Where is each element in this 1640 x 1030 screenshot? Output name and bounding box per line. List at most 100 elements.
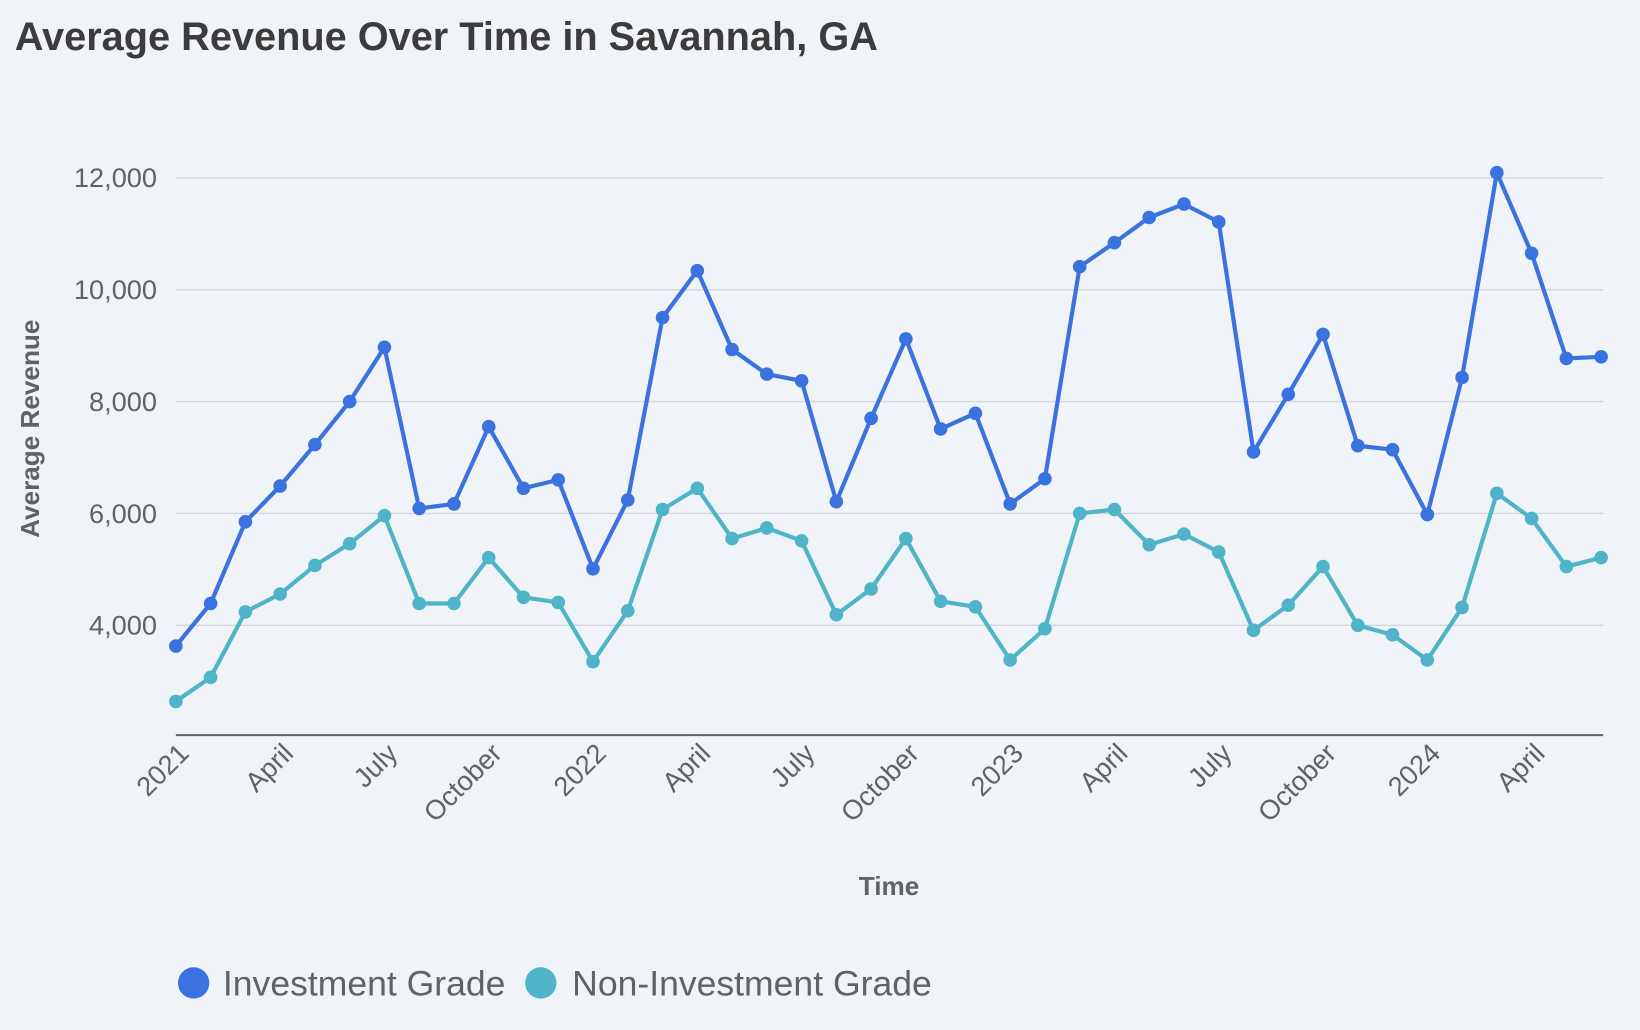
data-point[interactable] — [412, 596, 426, 611]
data-point[interactable] — [1142, 537, 1157, 552]
data-point[interactable] — [1003, 497, 1017, 511]
data-point[interactable] — [203, 670, 218, 685]
x-tick-label: October — [417, 737, 507, 827]
x-tick-label: July — [764, 737, 820, 793]
data-point[interactable] — [655, 502, 670, 517]
data-point[interactable] — [1072, 259, 1087, 274]
data-point[interactable] — [794, 534, 809, 548]
data-point[interactable] — [551, 595, 566, 610]
data-point[interactable] — [377, 340, 392, 355]
data-point[interactable] — [1281, 598, 1296, 612]
data-point[interactable] — [968, 600, 983, 614]
data-point[interactable] — [1211, 215, 1226, 229]
y-axis-ticks: 4,000 6,000 8,000 10,000 12,000 — [74, 162, 157, 641]
data-point[interactable] — [1420, 653, 1435, 667]
data-point[interactable] — [690, 481, 705, 496]
data-point[interactable] — [342, 536, 357, 551]
data-point[interactable] — [620, 493, 635, 507]
data-point[interactable] — [1559, 559, 1574, 574]
data-point[interactable] — [1003, 653, 1017, 667]
data-point[interactable] — [342, 394, 357, 409]
data-point[interactable] — [586, 562, 600, 576]
data-point[interactable] — [481, 419, 496, 434]
data-point[interactable] — [933, 594, 948, 609]
data-point[interactable] — [238, 515, 253, 529]
data-point[interactable] — [308, 437, 322, 452]
data-point[interactable] — [690, 263, 705, 278]
data-point[interactable] — [1350, 438, 1365, 453]
data-point[interactable] — [864, 582, 878, 596]
series-group — [169, 165, 1608, 709]
data-point[interactable] — [1142, 210, 1157, 225]
data-point[interactable] — [1211, 545, 1226, 559]
data-point[interactable] — [412, 501, 426, 516]
data-point[interactable] — [1524, 246, 1539, 261]
data-point[interactable] — [1559, 351, 1574, 366]
data-point[interactable] — [968, 406, 983, 421]
data-point[interactable] — [1316, 327, 1330, 342]
x-axis-ticks: 2021 April July October 2022 April July October… — [130, 737, 1550, 828]
legend-label-investment-grade: Investment Grade — [223, 963, 506, 1003]
data-point[interactable] — [447, 596, 461, 611]
data-point[interactable] — [1038, 621, 1052, 636]
data-point[interactable] — [1350, 618, 1365, 633]
data-point[interactable] — [899, 332, 913, 346]
data-point[interactable] — [829, 607, 844, 622]
data-point[interactable] — [1246, 445, 1261, 459]
data-point[interactable] — [1316, 559, 1330, 574]
data-point[interactable] — [551, 473, 566, 487]
data-point[interactable] — [829, 494, 844, 509]
data-point[interactable] — [1038, 471, 1052, 486]
data-point[interactable] — [1107, 235, 1122, 250]
data-point[interactable] — [1281, 387, 1296, 402]
x-tick-label: 2023 — [964, 737, 1029, 802]
x-tick-label: 2022 — [547, 737, 612, 802]
data-point[interactable] — [1594, 550, 1608, 565]
data-point[interactable] — [1385, 442, 1400, 457]
data-point[interactable] — [864, 411, 878, 426]
series-line — [174, 486, 1602, 704]
x-tick-label: July — [1182, 737, 1238, 793]
data-point[interactable] — [794, 374, 809, 388]
data-point[interactable] — [760, 521, 774, 535]
data-point[interactable] — [238, 605, 253, 619]
data-point[interactable] — [586, 654, 600, 669]
data-point[interactable] — [899, 531, 913, 546]
data-point[interactable] — [1385, 628, 1400, 642]
data-point[interactable] — [1455, 370, 1469, 385]
data-point[interactable] — [1072, 506, 1087, 521]
data-point[interactable] — [308, 558, 322, 573]
data-point[interactable] — [760, 367, 774, 381]
data-point[interactable] — [1420, 507, 1435, 522]
data-point[interactable] — [1490, 165, 1504, 180]
data-point[interactable] — [1177, 527, 1191, 541]
data-point[interactable] — [203, 596, 218, 611]
data-point[interactable] — [1177, 197, 1191, 211]
data-point[interactable] — [655, 310, 670, 325]
data-point[interactable] — [516, 481, 531, 496]
legend-item-non-investment-grade[interactable]: Non-Investment Grade — [525, 963, 932, 1003]
series-investment-grade — [169, 165, 1608, 653]
data-point[interactable] — [1524, 511, 1539, 526]
data-point[interactable] — [273, 479, 287, 493]
data-point[interactable] — [725, 342, 739, 357]
y-tick-label: 6,000 — [89, 498, 157, 529]
data-point[interactable] — [933, 422, 948, 436]
data-point[interactable] — [169, 639, 183, 653]
data-point[interactable] — [169, 694, 183, 709]
data-point[interactable] — [447, 497, 461, 511]
data-point[interactable] — [1594, 349, 1608, 364]
data-point[interactable] — [273, 587, 287, 601]
data-point[interactable] — [725, 531, 739, 546]
data-point[interactable] — [516, 590, 531, 605]
data-point[interactable] — [1490, 486, 1504, 501]
data-point[interactable] — [377, 508, 392, 523]
x-tick-label: April — [239, 737, 299, 797]
data-point[interactable] — [1455, 600, 1469, 615]
y-tick-label: 12,000 — [74, 162, 157, 193]
data-point[interactable] — [620, 603, 635, 618]
data-point[interactable] — [1246, 623, 1261, 638]
data-point[interactable] — [481, 550, 496, 565]
legend-item-investment-grade[interactable]: Investment Grade — [177, 963, 506, 1003]
data-point[interactable] — [1107, 502, 1122, 517]
